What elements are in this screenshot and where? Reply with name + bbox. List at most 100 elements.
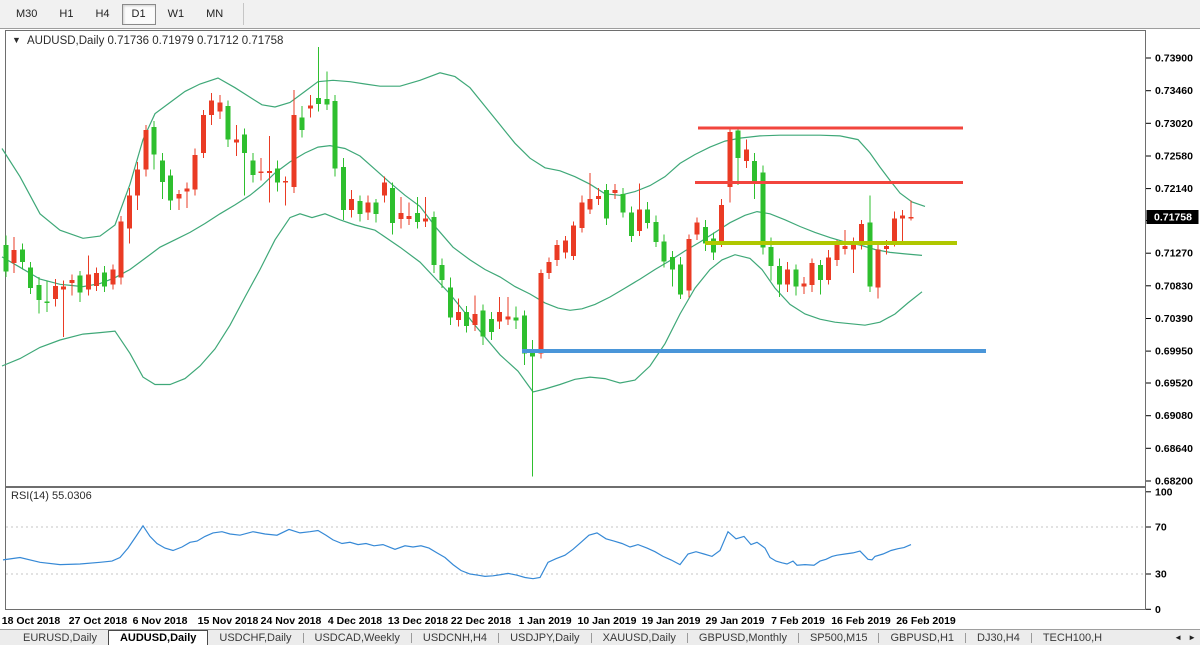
candle-body <box>291 115 297 188</box>
candle-body <box>554 245 560 260</box>
candle-body <box>456 311 461 320</box>
candle-body <box>283 181 289 183</box>
candle-body <box>299 117 305 130</box>
symbol-tab-dj30[interactable]: DJ30,H4 <box>977 631 1020 644</box>
candle-body <box>595 196 601 199</box>
current-price-tag <box>1146 210 1199 224</box>
date-label: 4 Dec 2018 <box>328 615 382 627</box>
candle-body <box>793 269 799 287</box>
candle-body <box>571 225 577 257</box>
candle-body <box>168 175 173 201</box>
tab-scroll-right-icon[interactable]: ► <box>1188 633 1196 642</box>
date-label: 29 Jan 2019 <box>706 615 765 627</box>
date-label: 16 Feb 2019 <box>831 615 891 627</box>
price-tick-label: 0.72140 <box>1155 183 1193 195</box>
tab-separator <box>590 632 592 643</box>
candle-body <box>530 351 535 357</box>
candle-body <box>892 218 897 242</box>
bollinger-middle-band[interactable] <box>1 144 923 311</box>
symbol-tab-sp500[interactable]: SP500,M15 <box>809 631 868 644</box>
symbol-tab-audusd[interactable]: AUDUSD,Daily <box>107 630 209 645</box>
tab-separator <box>410 632 412 643</box>
candle-body <box>669 256 675 270</box>
tab-separator <box>1030 632 1032 643</box>
candle-body <box>546 262 552 274</box>
date-label: 15 Nov 2018 <box>198 615 259 627</box>
date-label: 24 Nov 2018 <box>261 615 322 627</box>
candle-body <box>711 238 716 253</box>
candle-body <box>521 315 527 354</box>
date-label: 18 Oct 2018 <box>2 615 61 627</box>
bollinger-lower-band[interactable] <box>1 213 923 393</box>
candle-body <box>538 273 544 354</box>
rsi-label: RSI(14) 55.0306 <box>11 490 92 502</box>
symbol-tab-gbpusd[interactable]: GBPUSD,Monthly <box>698 631 787 644</box>
price-chart-canvas[interactable]: 0.73900 0.73460 0.73020 0.72580 0.72140 0.717… <box>0 29 1200 629</box>
price-axis[interactable]: 0.73900 0.73460 0.73020 0.72580 0.72140 0.717… <box>1146 53 1199 488</box>
candle-body <box>217 102 223 112</box>
candle-body <box>678 264 684 295</box>
timeframe-button-mn[interactable]: MN <box>206 8 224 20</box>
timeframe-button-h4[interactable]: H4 <box>95 8 110 20</box>
candle-body <box>900 215 906 219</box>
tab-scroll-left-icon[interactable]: ◄ <box>1174 633 1183 642</box>
symbol-tab-usdchf[interactable]: USDCHF,Daily <box>219 631 292 644</box>
candle-body <box>628 212 634 237</box>
candle-body <box>743 149 749 162</box>
candle-body <box>233 139 239 143</box>
candle-body <box>151 127 157 155</box>
candle-body <box>497 311 503 322</box>
date-label: 7 Feb 2019 <box>771 615 825 627</box>
tab-separator <box>797 632 799 643</box>
candle-body <box>735 130 741 159</box>
candle-body <box>859 224 865 245</box>
timeframe-button-h1[interactable]: H1 <box>59 8 74 20</box>
date-label: 13 Dec 2018 <box>388 615 448 627</box>
price-tick-label: 0.73900 <box>1155 53 1193 65</box>
tab-separator <box>498 632 500 643</box>
candle-body <box>488 319 494 332</box>
candle-body <box>316 98 322 104</box>
date-label: 19 Jan 2019 <box>642 615 701 627</box>
candle-body <box>694 222 700 235</box>
timeframe-button-w1[interactable]: W1 <box>167 8 185 20</box>
timeframe-button-m30[interactable]: M30 <box>16 8 38 20</box>
date-axis[interactable]: 18 Oct 2018 27 Oct 2018 6 Nov 2018 15 Nov 2… <box>2 615 956 627</box>
symbol-tab-usdcad[interactable]: USDCAD,Weekly <box>314 631 400 644</box>
candle-body <box>620 193 626 213</box>
rsi-tick-label: 70 <box>1155 522 1167 534</box>
chart-dropdown-icon[interactable]: ▼ <box>12 35 21 45</box>
tab-scroll-arrows: ◄ ► <box>1170 629 1200 645</box>
price-tick-label: 0.68640 <box>1155 443 1193 455</box>
candle-body <box>447 287 453 318</box>
symbol-tab-gbpusd[interactable]: GBPUSD,H1 <box>890 631 955 644</box>
candle-body <box>11 250 17 263</box>
candle-body <box>801 283 807 287</box>
main-pane-border <box>5 30 1146 487</box>
candle-body <box>587 199 593 210</box>
tab-separator <box>878 632 880 643</box>
symbol-tab-xauusd[interactable]: XAUUSD,Daily <box>602 631 676 644</box>
candle-body <box>365 202 371 213</box>
candle-body <box>431 216 437 265</box>
symbol-tab-usdjpy[interactable]: USDJPY,Daily <box>510 631 580 644</box>
symbol-tabbar: EURUSD,Daily AUDUSD,Daily USDCHF,Daily USDC… <box>0 629 1200 645</box>
date-label: 27 Oct 2018 <box>69 615 128 627</box>
timeframe-button-d1[interactable]: D1 <box>121 3 156 25</box>
candle-body <box>340 167 346 211</box>
symbol-tab-tech100[interactable]: TECH100,H <box>1042 631 1103 644</box>
toolbar-separator <box>243 3 245 25</box>
bollinger-upper-band[interactable] <box>1 72 926 239</box>
rsi-tick-label: 30 <box>1155 569 1167 581</box>
candle-body <box>818 265 823 280</box>
candle-body <box>52 285 58 300</box>
candle-body <box>266 170 272 173</box>
candle-body <box>768 247 774 266</box>
chart-title-ohlc: AUDUSD,Daily 0.71736 0.71979 0.71712 0.7… <box>27 35 283 47</box>
symbol-tab-usdcnh[interactable]: USDCNH,H4 <box>422 631 488 644</box>
symbol-tab-eurusd[interactable]: EURUSD,Daily <box>23 631 97 644</box>
rsi-indicator: 100 70 30 0 <box>2 486 1173 616</box>
candle-body <box>332 101 338 169</box>
candle-body <box>464 311 470 326</box>
tab-separator <box>686 632 688 643</box>
